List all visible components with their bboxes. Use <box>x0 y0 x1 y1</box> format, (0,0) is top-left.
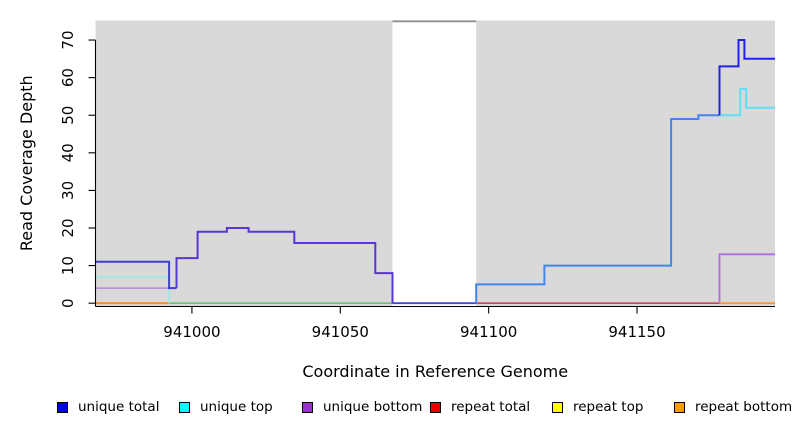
legend-swatch-icon <box>674 401 685 413</box>
plot-line-unique-top-right <box>719 87 775 117</box>
x-axis-title: Coordinate in Reference Genome <box>302 362 568 381</box>
plot-legend: unique total unique top unique bottom repea… <box>0 399 792 419</box>
x-axis-tick-label: 941150 <box>608 323 665 341</box>
y-axis-tick-label: 10 <box>59 256 77 275</box>
legend-swatch-icon <box>179 401 190 413</box>
x-axis-tick-label: 941100 <box>460 323 517 341</box>
plot-line-unique-total-right <box>718 39 775 116</box>
legend-label: repeat total <box>451 399 531 415</box>
legend-item-unique-total: unique total <box>57 399 159 415</box>
legend-label: unique bottom <box>323 399 423 415</box>
legend-item-repeat-total: repeat total <box>430 399 530 415</box>
plot-line-unique-total-top-merged <box>475 114 720 304</box>
legend-swatch-icon <box>302 401 313 413</box>
y-axis-title: Read Coverage Depth <box>17 75 36 251</box>
y-axis-tick-label: 30 <box>59 181 77 200</box>
legend-item-repeat-top: repeat top <box>552 399 643 415</box>
legend-item-unique-bottom: unique bottom <box>302 399 422 415</box>
legend-item-unique-top: unique top <box>179 399 273 415</box>
legend-label: repeat bottom <box>695 399 792 415</box>
legend-swatch-icon <box>430 401 441 413</box>
coverage-plot: 941000 941050 941100 941150 0 10 20 30 40 50 60 70 C… <box>17 20 775 381</box>
y-axis-tick-label: 20 <box>59 218 77 237</box>
y-axis-tick-label: 60 <box>59 68 77 87</box>
plot-line-unique-bottom-right <box>718 253 775 304</box>
legend-swatch-icon <box>57 401 68 413</box>
plot-line-unique-total-left <box>95 260 177 290</box>
y-axis-tick-label: 40 <box>59 143 77 162</box>
x-axis-tick-label: 941000 <box>163 323 220 341</box>
y-axis-tick-label: 0 <box>59 298 77 308</box>
y-axis-tick-label: 50 <box>59 106 77 125</box>
legend-label: repeat top <box>573 399 644 415</box>
plot-line-unique-total-bottom-merged <box>175 227 394 304</box>
legend-label: unique top <box>200 399 273 415</box>
coverage-gap-band <box>392 20 477 306</box>
legend-item-repeat-bottom: repeat bottom <box>674 399 792 415</box>
x-axis-tick-label: 941050 <box>312 323 369 341</box>
y-axis-tick-label: 70 <box>59 31 77 50</box>
legend-label: unique total <box>78 399 160 415</box>
legend-swatch-icon <box>552 401 563 413</box>
